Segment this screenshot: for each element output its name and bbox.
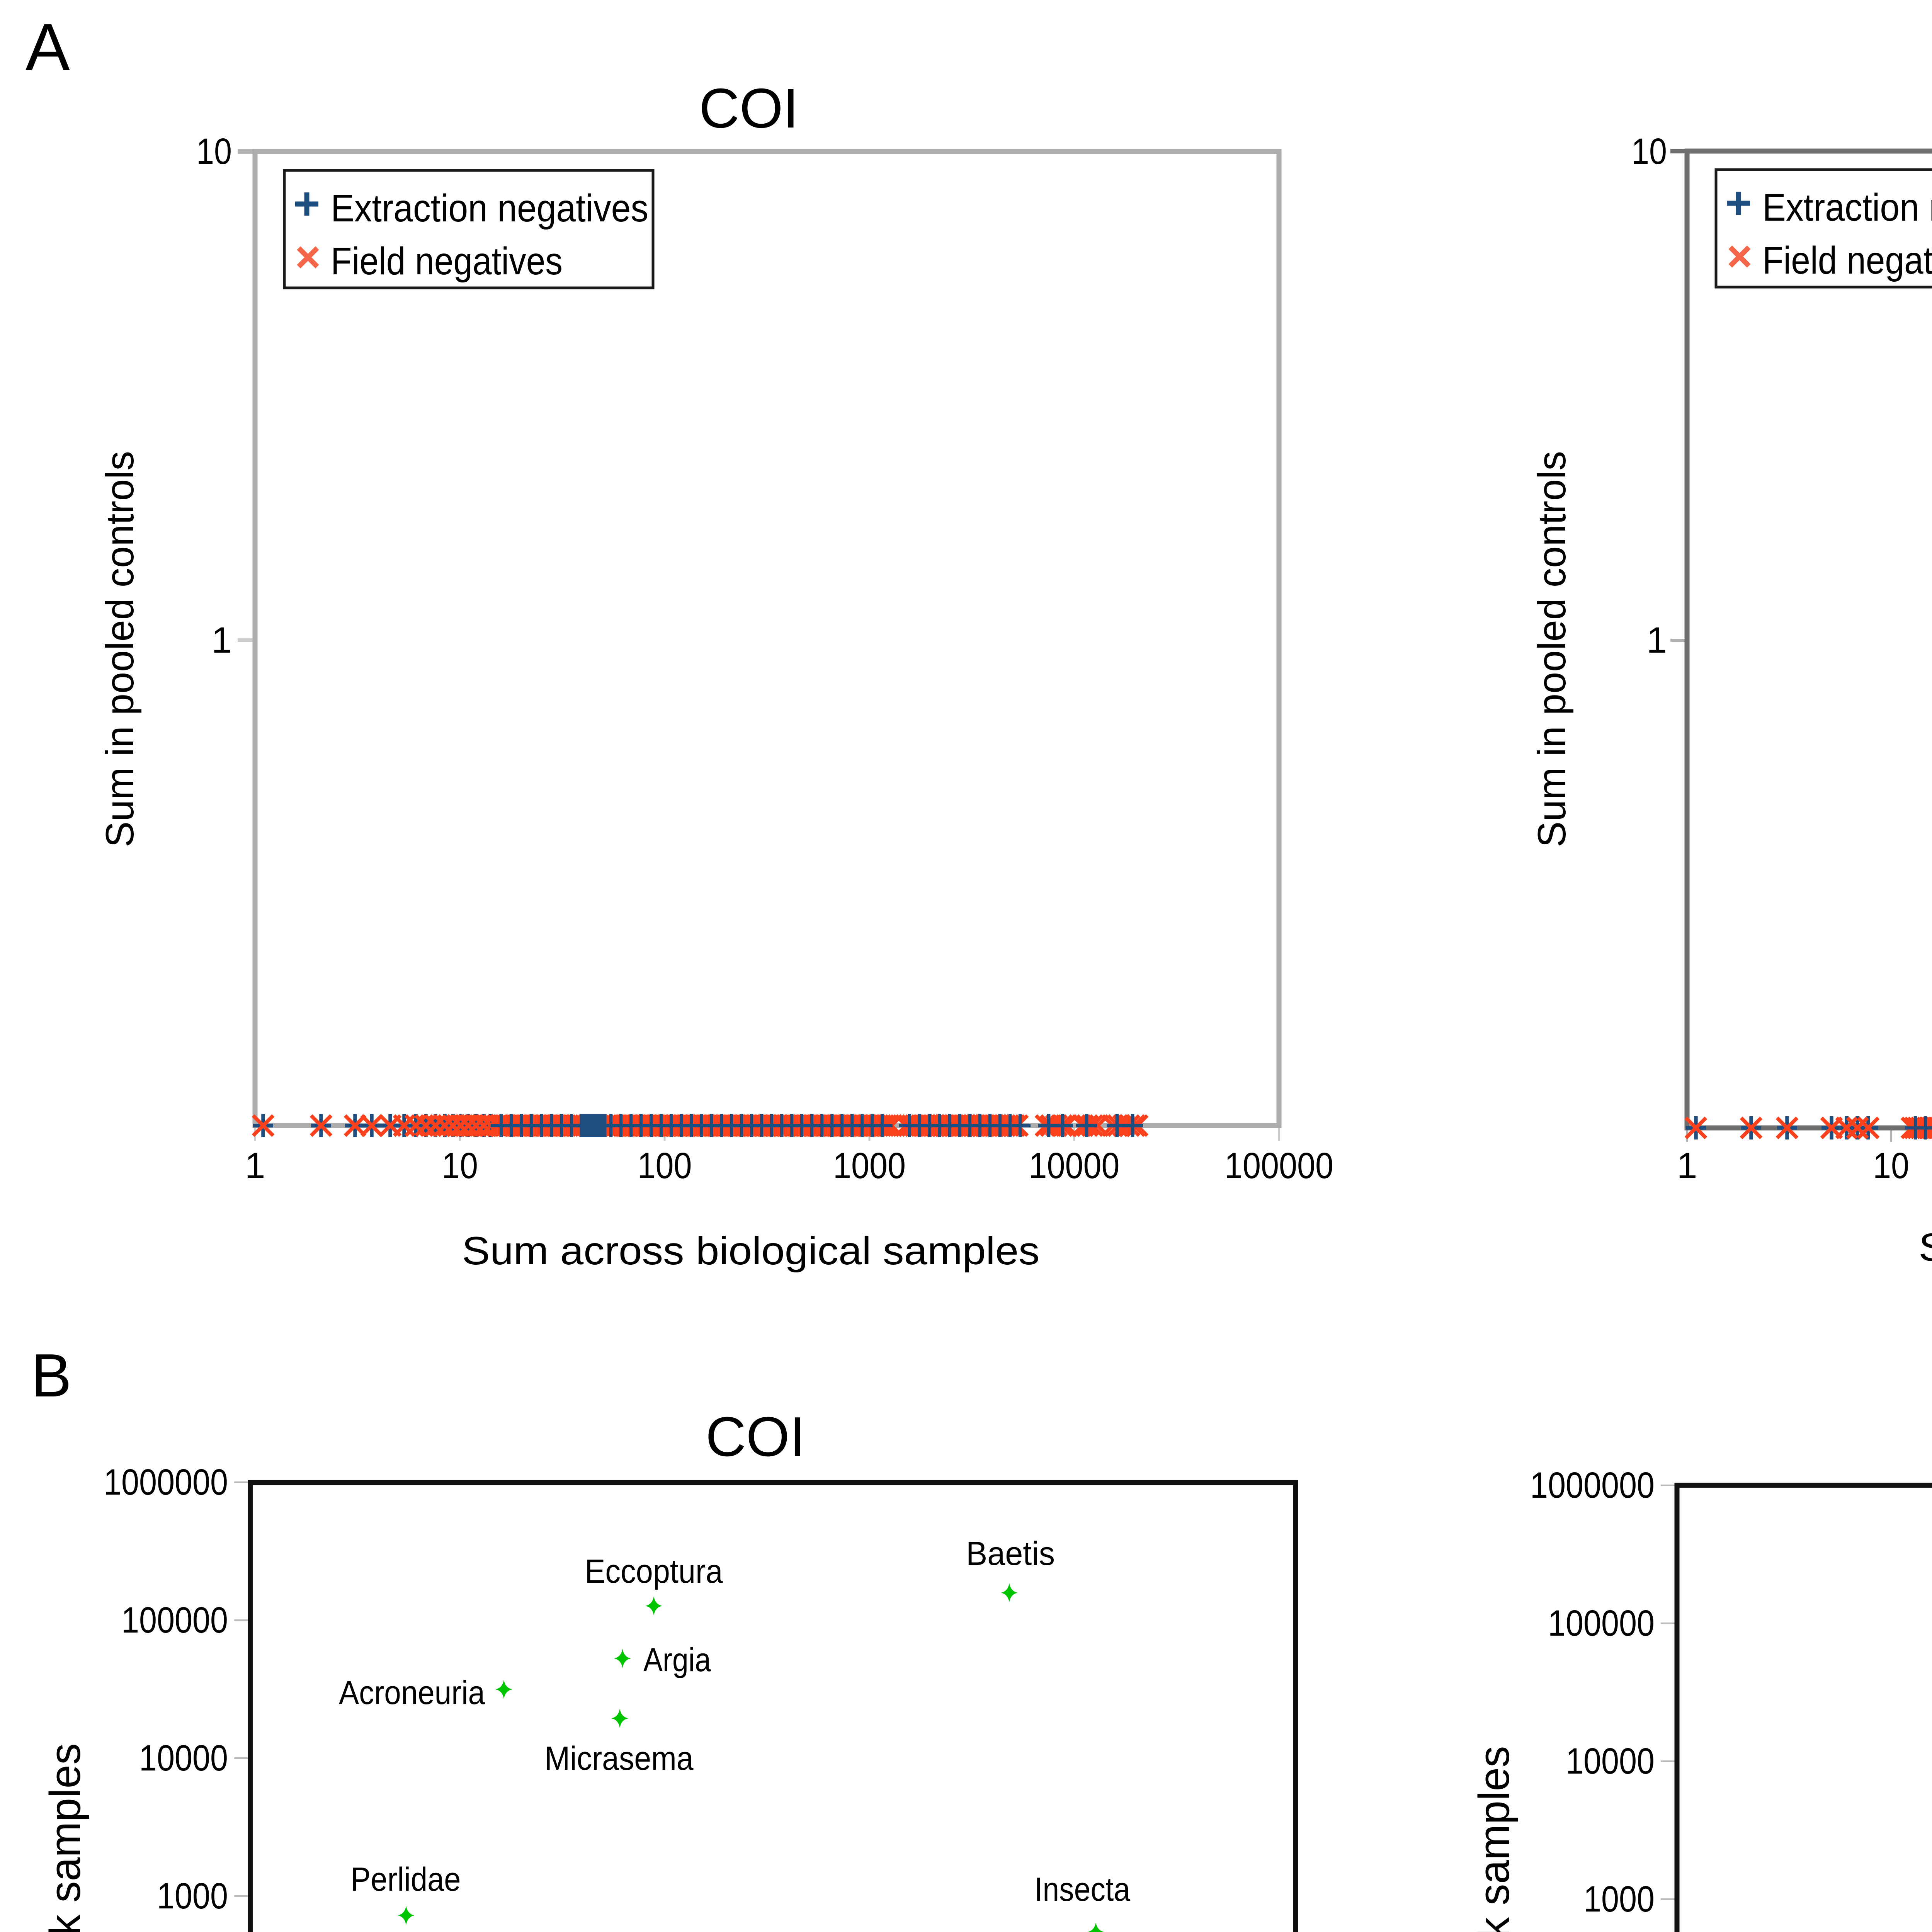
svg-text:Sum across biological samples: Sum across biological samples [1919, 1225, 1932, 1269]
svg-text:Sum in pooled controls: Sum in pooled controls [98, 451, 142, 847]
svg-text:1: 1 [211, 620, 232, 661]
svg-text:Sum in mock samples: Sum in mock samples [41, 1743, 89, 1932]
svg-text:100000: 100000 [1548, 1603, 1655, 1644]
svg-text:Sum across biological samples: Sum across biological samples [462, 1229, 1040, 1273]
svg-text:1000000: 1000000 [1530, 1465, 1655, 1506]
svg-text:10: 10 [442, 1145, 478, 1186]
svg-text:10000: 10000 [139, 1738, 228, 1779]
svg-text:Extraction negatives: Extraction negatives [1762, 186, 1932, 229]
svg-text:1: 1 [1646, 620, 1667, 661]
svg-text:Baetis: Baetis [966, 1535, 1055, 1572]
svg-text:10: 10 [1631, 131, 1667, 172]
svg-text:1000: 1000 [833, 1145, 906, 1186]
svg-text:Field negatives: Field negatives [1762, 239, 1932, 282]
svg-text:1000000: 1000000 [104, 1462, 228, 1503]
svg-text:Sum in mock samples: Sum in mock samples [1470, 1746, 1518, 1932]
svg-text:1: 1 [1677, 1145, 1697, 1186]
svg-text:Micrasema: Micrasema [545, 1740, 694, 1777]
svg-text:COI: COI [706, 1405, 805, 1468]
svg-text:100000: 100000 [1225, 1145, 1333, 1186]
svg-text:Perlidae: Perlidae [351, 1861, 461, 1898]
svg-text:1000: 1000 [157, 1876, 228, 1917]
svg-text:10: 10 [196, 131, 232, 172]
svg-text:Argia: Argia [643, 1641, 711, 1679]
svg-text:B: B [31, 1342, 71, 1410]
svg-text:100000: 100000 [121, 1600, 228, 1641]
svg-text:COI: COI [699, 77, 799, 139]
svg-text:10000: 10000 [1566, 1741, 1655, 1782]
svg-text:1000: 1000 [1583, 1879, 1655, 1920]
svg-text:Extraction negatives: Extraction negatives [331, 187, 648, 230]
svg-text:1: 1 [245, 1145, 265, 1186]
svg-text:10: 10 [1873, 1145, 1909, 1186]
svg-text:100: 100 [638, 1145, 692, 1186]
svg-text:Eccoptura: Eccoptura [585, 1553, 723, 1590]
svg-text:Sum in pooled controls: Sum in pooled controls [1530, 451, 1574, 847]
svg-text:Field negatives: Field negatives [331, 240, 563, 283]
svg-text:Insecta: Insecta [1034, 1871, 1130, 1908]
svg-text:Acroneuria: Acroneuria [339, 1674, 485, 1711]
svg-text:10000: 10000 [1029, 1145, 1120, 1186]
svg-text:A: A [26, 10, 70, 84]
